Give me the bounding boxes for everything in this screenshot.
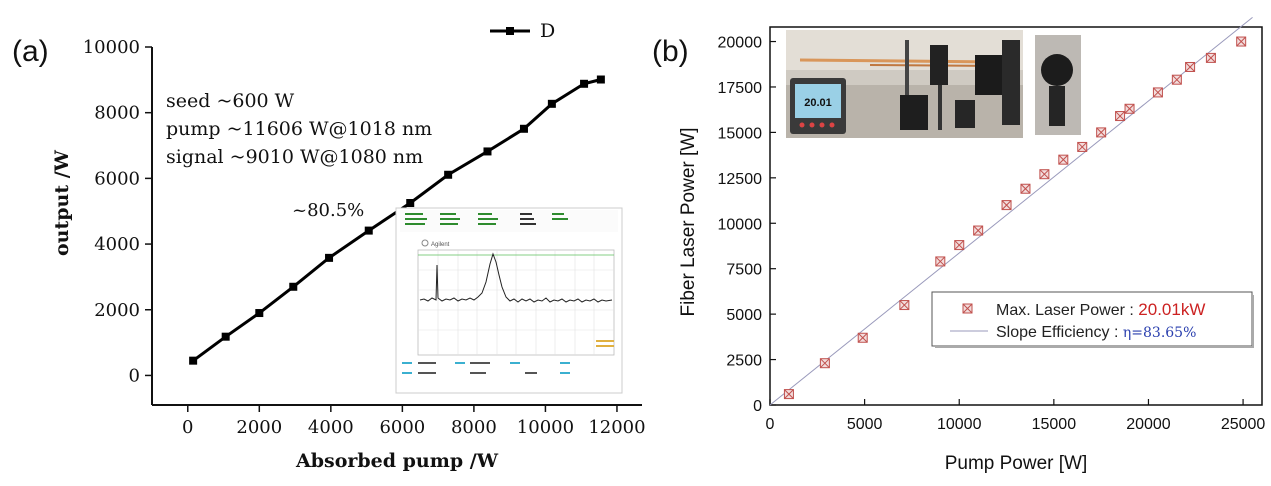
panel-a-y-axis-title: output /W [51,149,73,256]
panel-b-data-point [1185,61,1196,72]
panel-b-plot-frame [769,26,1263,406]
panel-a-data-point [221,332,230,341]
panel-b-y-tick-label: 0 [753,398,762,415]
panel-b-axes [769,26,1263,406]
panel-b-y-tick-label: 17500 [718,80,763,97]
power-meter-photo-inset: 20.01 [786,30,1081,138]
panel-a-x-ticks: 0 2000 4000 6000 8000 10000 12000 [182,405,646,438]
panel-b-y-tick-label: 20000 [718,35,763,52]
panel-b-data-point [1236,36,1247,47]
panel-a-data-point [519,124,528,133]
panel-a-annotation-pump: pump ~11606 W@1018 nm [166,118,432,140]
panel-b-data-point [1205,52,1216,63]
panel-b-data-point [899,300,910,311]
panel-a-x-tick-label: 10000 [517,417,574,438]
panel-a-x-axis-title: Absorbed pump /W [295,450,499,472]
panel-a-x-tick-label: 12000 [588,417,645,438]
panel-a-data-point [325,253,334,262]
panel-a-y-tick-label: 6000 [94,168,140,189]
panel-a-x-tick-label: 8000 [451,417,497,438]
panel-a-legend-label: D [540,20,555,42]
panel-b-y-tick-label: 15000 [718,125,763,142]
panel-b-y-ticks: 0 2500 5000 7500 10000 12500 15000 17500 20000 [718,35,776,415]
panel-b-x-tick-label: 15000 [1032,416,1077,433]
panel-b-data-point [1096,127,1107,138]
panel-a-data-point [580,79,589,88]
panel-b-y-tick-label: 12500 [718,171,763,188]
panel-a-series-d [189,75,605,365]
panel-b-data-point [1039,169,1050,180]
panel-a-data-point [189,356,198,365]
panel-b-y-tick-label: 10000 [718,216,763,233]
panel-b-x-ticks: 0 5000 10000 15000 20000 25000 [766,399,1266,433]
inset-brand-label: Agilent [431,242,450,248]
panel-b-label: (b) [652,35,689,68]
panel-a-legend-marker [506,27,514,35]
panel-a-data-point [547,99,556,108]
panel-a-legend: D [490,20,555,42]
panel-b-x-tick-label: 0 [766,416,775,433]
panel-a-y-tick-label: 10000 [83,37,140,58]
panel-a-data-point [444,170,453,179]
panel-a-label: (a) [12,35,49,68]
panel-a-y-tick-label: 4000 [94,234,140,255]
panel-b-y-tick-label: 5000 [726,307,762,324]
panel-b-data-point [973,225,984,236]
panel-b-data-point [935,256,946,267]
panel-b-x-tick-label: 5000 [847,416,883,433]
panel-b-data-point [954,240,965,251]
panel-b-data-point [1171,74,1182,85]
panel-b-x-tick-label: 10000 [937,416,982,433]
panel-b-x-axis-title: Pump Power [W] [945,453,1088,474]
panel-a-x-tick-label: 0 [182,417,193,438]
panel-b-data-point [857,332,868,343]
panel-a-annotation-seed: seed ~600 W [166,90,295,112]
panel-b-data-point [1115,111,1126,122]
panel-b-data-point [1020,183,1031,194]
panel-b-data-point [1058,154,1069,165]
panel-b-data-point [1124,103,1135,114]
panel-b-y-tick-label: 2500 [726,353,762,370]
panel-a-data-point [483,147,492,156]
panel-a-x-tick-label: 4000 [308,417,354,438]
panel-b-legend-label-slope: Slope Efficiency : η=83.65% [996,324,1196,341]
panel-b-data-point [1077,141,1088,152]
panel-b-y-axis-title: Fiber Laser Power [W] [678,128,699,317]
panel-a-data-point [596,75,605,84]
spectrum-analyzer-inset: Agilent [395,207,623,394]
panel-b-legend: Max. Laser Power : 20.01kW Slope Efficie… [931,291,1254,348]
inset-meter-reading: 20.01 [804,97,832,109]
panel-b: (b) 0 5000 10000 15000 20000 25000 0 2500 5000 7… [652,16,1266,474]
panel-a-data-point [364,226,373,235]
panel-a: (a) 0 2000 4000 6000 8000 10000 12000 0 2000 400… [12,20,646,472]
panel-a-data-point [406,199,415,208]
panel-a-y-tick-label: 8000 [94,103,140,124]
panel-b-legend-label-max-power: Max. Laser Power : 20.01kW [996,300,1205,319]
panel-a-y-tick-label: 0 [129,365,140,386]
panel-b-data-point [1001,200,1012,211]
panel-a-y-tick-label: 2000 [94,300,140,321]
panel-a-x-tick-label: 6000 [379,417,425,438]
panel-b-data-point [783,389,794,400]
panel-b-data-point [1152,87,1163,98]
panel-a-annotation-efficiency: ~80.5% [292,200,364,221]
panel-a-y-ticks: 0 2000 4000 6000 8000 10000 [83,37,152,386]
panel-b-x-tick-label: 25000 [1221,416,1266,433]
panel-b-max-laser-power-series [783,36,1247,400]
panel-a-data-point [255,309,264,318]
panel-a-data-point [289,282,298,291]
panel-b-legend-marker [962,303,973,314]
panel-b-y-tick-label: 7500 [726,262,762,279]
panel-a-x-tick-label: 2000 [236,417,282,438]
panel-b-data-point [819,358,830,369]
panel-a-axes [151,47,642,406]
panel-b-x-tick-label: 20000 [1126,416,1171,433]
panel-a-annotation-signal: signal ~9010 W@1080 nm [166,146,423,168]
